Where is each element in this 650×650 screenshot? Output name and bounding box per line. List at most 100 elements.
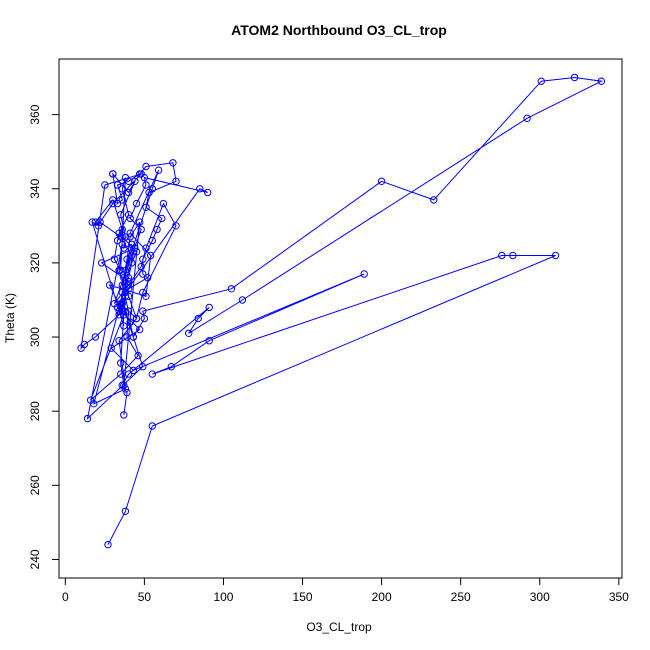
data-point [107, 344, 115, 352]
x-tick-label: 50 [138, 590, 152, 604]
data-point [91, 333, 100, 341]
data-point [143, 274, 152, 282]
data-point [172, 222, 180, 230]
data-point [124, 274, 133, 282]
data-point [80, 340, 89, 349]
data-point [172, 177, 180, 186]
data-point [98, 259, 106, 267]
y-tick-label: 260 [28, 475, 42, 495]
x-tick-label: 350 [609, 590, 629, 604]
data-point [118, 381, 127, 389]
data-point [117, 359, 125, 367]
chart-title: ATOM2 Northbound O3_CL_trop [231, 22, 447, 38]
data-point [110, 255, 119, 263]
series-layer [77, 73, 606, 549]
data-point [109, 170, 117, 178]
data-point [120, 311, 128, 319]
data-point [121, 266, 130, 274]
data-point [204, 188, 212, 197]
y-tick-label: 300 [28, 327, 42, 347]
data-point [128, 251, 136, 260]
data-point [498, 251, 506, 260]
data-point [137, 262, 145, 271]
data-point [123, 255, 131, 263]
data-point [94, 222, 103, 230]
data-point [139, 255, 147, 263]
data-point [118, 185, 127, 193]
data-point [136, 325, 144, 334]
data-point [117, 300, 125, 308]
x-tick-label: 200 [372, 590, 392, 604]
data-point [185, 329, 193, 337]
data-point [148, 370, 157, 378]
data-point [128, 240, 136, 249]
x-tick-label: 100 [213, 590, 233, 604]
data-point [118, 240, 127, 249]
data-point [132, 314, 141, 323]
data-point [121, 292, 130, 300]
y-tick-label: 360 [28, 104, 42, 124]
data-point [132, 199, 141, 208]
data-point [105, 281, 114, 289]
data-point [167, 363, 176, 371]
data-point [124, 211, 133, 219]
y-axis: 240 260 280 300 320 340 360 [28, 104, 60, 569]
data-point [196, 185, 204, 193]
data-point [570, 73, 579, 82]
data-point [115, 307, 123, 315]
data-point [154, 166, 163, 174]
data-point [132, 248, 141, 256]
data-point [126, 233, 134, 241]
y-tick-label: 340 [28, 178, 42, 198]
data-point [121, 233, 130, 241]
data-point [136, 170, 144, 178]
data-point [140, 314, 149, 323]
data-point [137, 225, 145, 234]
data-point [104, 540, 112, 549]
data-point [109, 196, 117, 204]
x-tick-label: 300 [530, 590, 550, 604]
x-tick-label: 150 [293, 590, 313, 604]
data-point [120, 244, 128, 252]
data-point [83, 414, 92, 423]
data-point [126, 214, 134, 223]
data-point [142, 181, 150, 189]
data-point [147, 251, 155, 260]
data-point [121, 507, 130, 515]
data-point [238, 296, 247, 304]
data-point [124, 188, 133, 197]
data-point [118, 225, 127, 234]
x-tick-label: 0 [62, 590, 69, 604]
data-point [139, 307, 147, 315]
data-point [88, 218, 96, 226]
data-point [205, 337, 213, 345]
data-point [148, 422, 157, 430]
data-point [129, 366, 138, 375]
data-point [124, 281, 133, 289]
data-point [124, 277, 133, 286]
data-point [134, 351, 142, 360]
data-point [139, 363, 147, 371]
data-point [120, 322, 128, 330]
data-point [194, 314, 202, 323]
data-point [158, 214, 166, 223]
data-point [509, 251, 517, 260]
data-point [159, 199, 168, 208]
data-point [120, 274, 128, 282]
data-point [117, 211, 125, 219]
y-tick-label: 320 [28, 253, 42, 273]
data-point [120, 411, 128, 419]
data-point [148, 236, 157, 245]
data-point [136, 218, 144, 226]
x-axis-label: O3_CL_trop [306, 620, 372, 634]
data-point [115, 337, 123, 345]
data-point [128, 259, 136, 267]
data-point [129, 333, 138, 341]
data-point [140, 173, 149, 182]
data-point [118, 196, 127, 204]
data-point [131, 177, 139, 186]
data-point [139, 270, 147, 278]
data-point [123, 388, 131, 397]
